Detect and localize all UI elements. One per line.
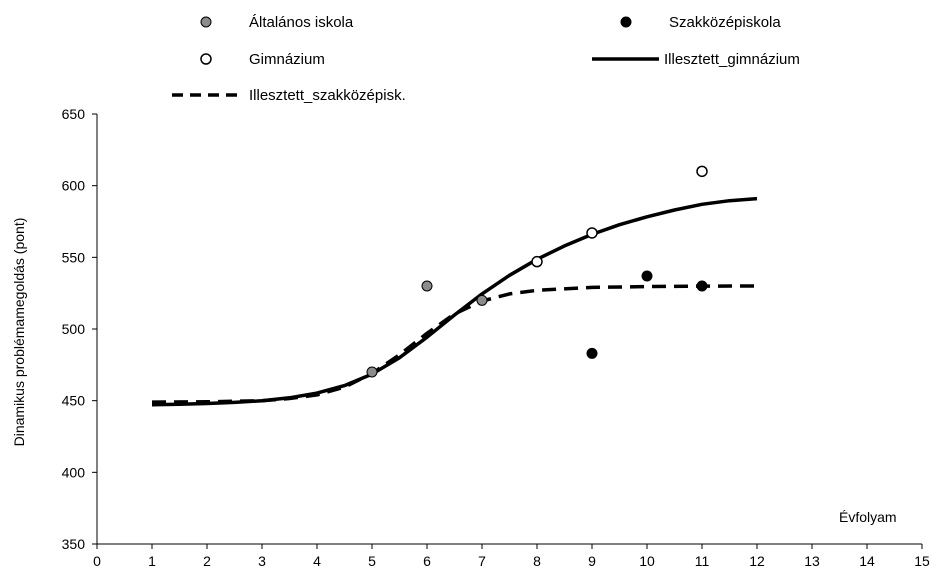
x-tick-label: 1 [148,553,156,569]
y-tick-label: 500 [62,321,86,337]
x-tick-label: 12 [749,553,765,569]
legend-label-altalanos: Általános iskola [249,14,354,31]
y-tick-label: 450 [62,393,86,409]
fit-line-szakkozep [151,284,758,404]
data-point-circle-filled-gray [366,366,378,378]
data-point-circle-filled-gray [476,294,488,306]
legend-label-szakkozep: Szakközépiskola [669,14,781,31]
legend-item-szakkozep: Szakközépiskola [620,14,781,31]
y-axis-label: Dinamikus problémamegoldás (pont) [11,218,27,447]
x-tick-label: 5 [368,553,376,569]
x-tick-label: 8 [533,553,541,569]
legend-marker-altalanos [200,16,212,28]
y-tick-label: 400 [62,464,86,480]
legend-label-fit-szakkozep: Illesztett_szakközépisk. [249,87,406,104]
plot-area [151,165,758,407]
legend-marker-szakkozep [620,16,632,28]
x-ticks: 0 1 2 3 4 5 6 7 8 9 10 11 12 13 14 15 [93,544,930,569]
x-tick-label: 10 [639,553,655,569]
legend-item-altalanos: Általános iskola [200,14,354,31]
y-tick-label: 550 [62,249,86,265]
x-tick-label: 13 [804,553,820,569]
x-tick-label: 4 [313,553,321,569]
data-point-circle-filled-black [641,270,653,282]
x-tick-label: 6 [423,553,431,569]
legend-item-fit-szakkozep: Illesztett_szakközépisk. [172,87,406,104]
legend-marker-gimnazium [200,53,212,65]
legend-label-gimnazium: Gimnázium [249,51,325,68]
legend-label-fit-gimnazium: Illesztett_gimnázium [664,51,800,68]
data-point-circle-open [696,165,708,178]
x-tick-label: 11 [695,553,710,569]
legend-item-fit-gimnazium: Illesztett_gimnázium [592,51,800,68]
data-point-circle-filled-gray [421,280,433,292]
data-point-circle-open [586,227,598,239]
data-point-circle-filled-black [696,280,708,292]
x-tick-label: 0 [93,553,101,569]
x-tick-label: 7 [478,553,486,569]
x-tick-label: 14 [859,553,875,569]
data-point-circle-filled-black [586,347,598,359]
fit-line-gimnazium [151,196,758,407]
x-tick-label: 15 [914,553,930,569]
y-tick-label: 350 [62,536,86,552]
y-tick-label: 600 [62,178,86,194]
x-tick-label: 2 [203,553,211,569]
y-ticks: 350 400 450 500 550 600 650 [62,106,97,552]
x-axis-label: Évfolyam [839,509,897,525]
legend-item-gimnazium: Gimnázium [200,51,325,68]
x-tick-label: 3 [258,553,266,569]
y-tick-label: 650 [62,106,86,122]
legend: Általános iskola Szakközépiskola Gimnázi… [172,14,800,104]
x-tick-label: 9 [588,553,596,569]
data-point-circle-open [531,255,543,268]
